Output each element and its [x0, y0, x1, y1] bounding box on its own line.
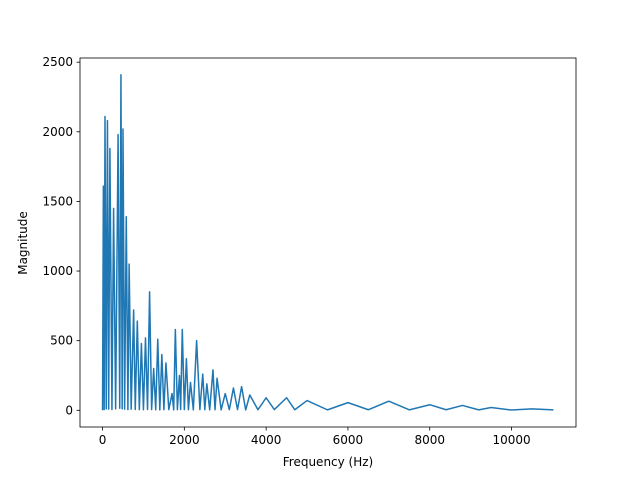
x-axis-label: Frequency (Hz)	[283, 455, 374, 469]
y-tick-label: 1500	[42, 194, 73, 208]
x-tick-label: 8000	[414, 433, 445, 447]
y-tick-label: 500	[50, 334, 73, 348]
plot-frame	[79, 57, 577, 428]
y-tick-label: 0	[65, 403, 73, 417]
x-tick-label: 2000	[169, 433, 200, 447]
y-axis-label: Magnitude	[16, 211, 30, 275]
y-tick-label: 2500	[42, 55, 73, 69]
y-tick-label: 2000	[42, 125, 73, 139]
x-tick-label: 10000	[492, 433, 530, 447]
x-tick-label: 4000	[251, 433, 282, 447]
data-line	[101, 73, 554, 411]
x-tick-label: 0	[99, 433, 107, 447]
y-tick-label: 1000	[42, 264, 73, 278]
x-tick-label: 6000	[333, 433, 364, 447]
